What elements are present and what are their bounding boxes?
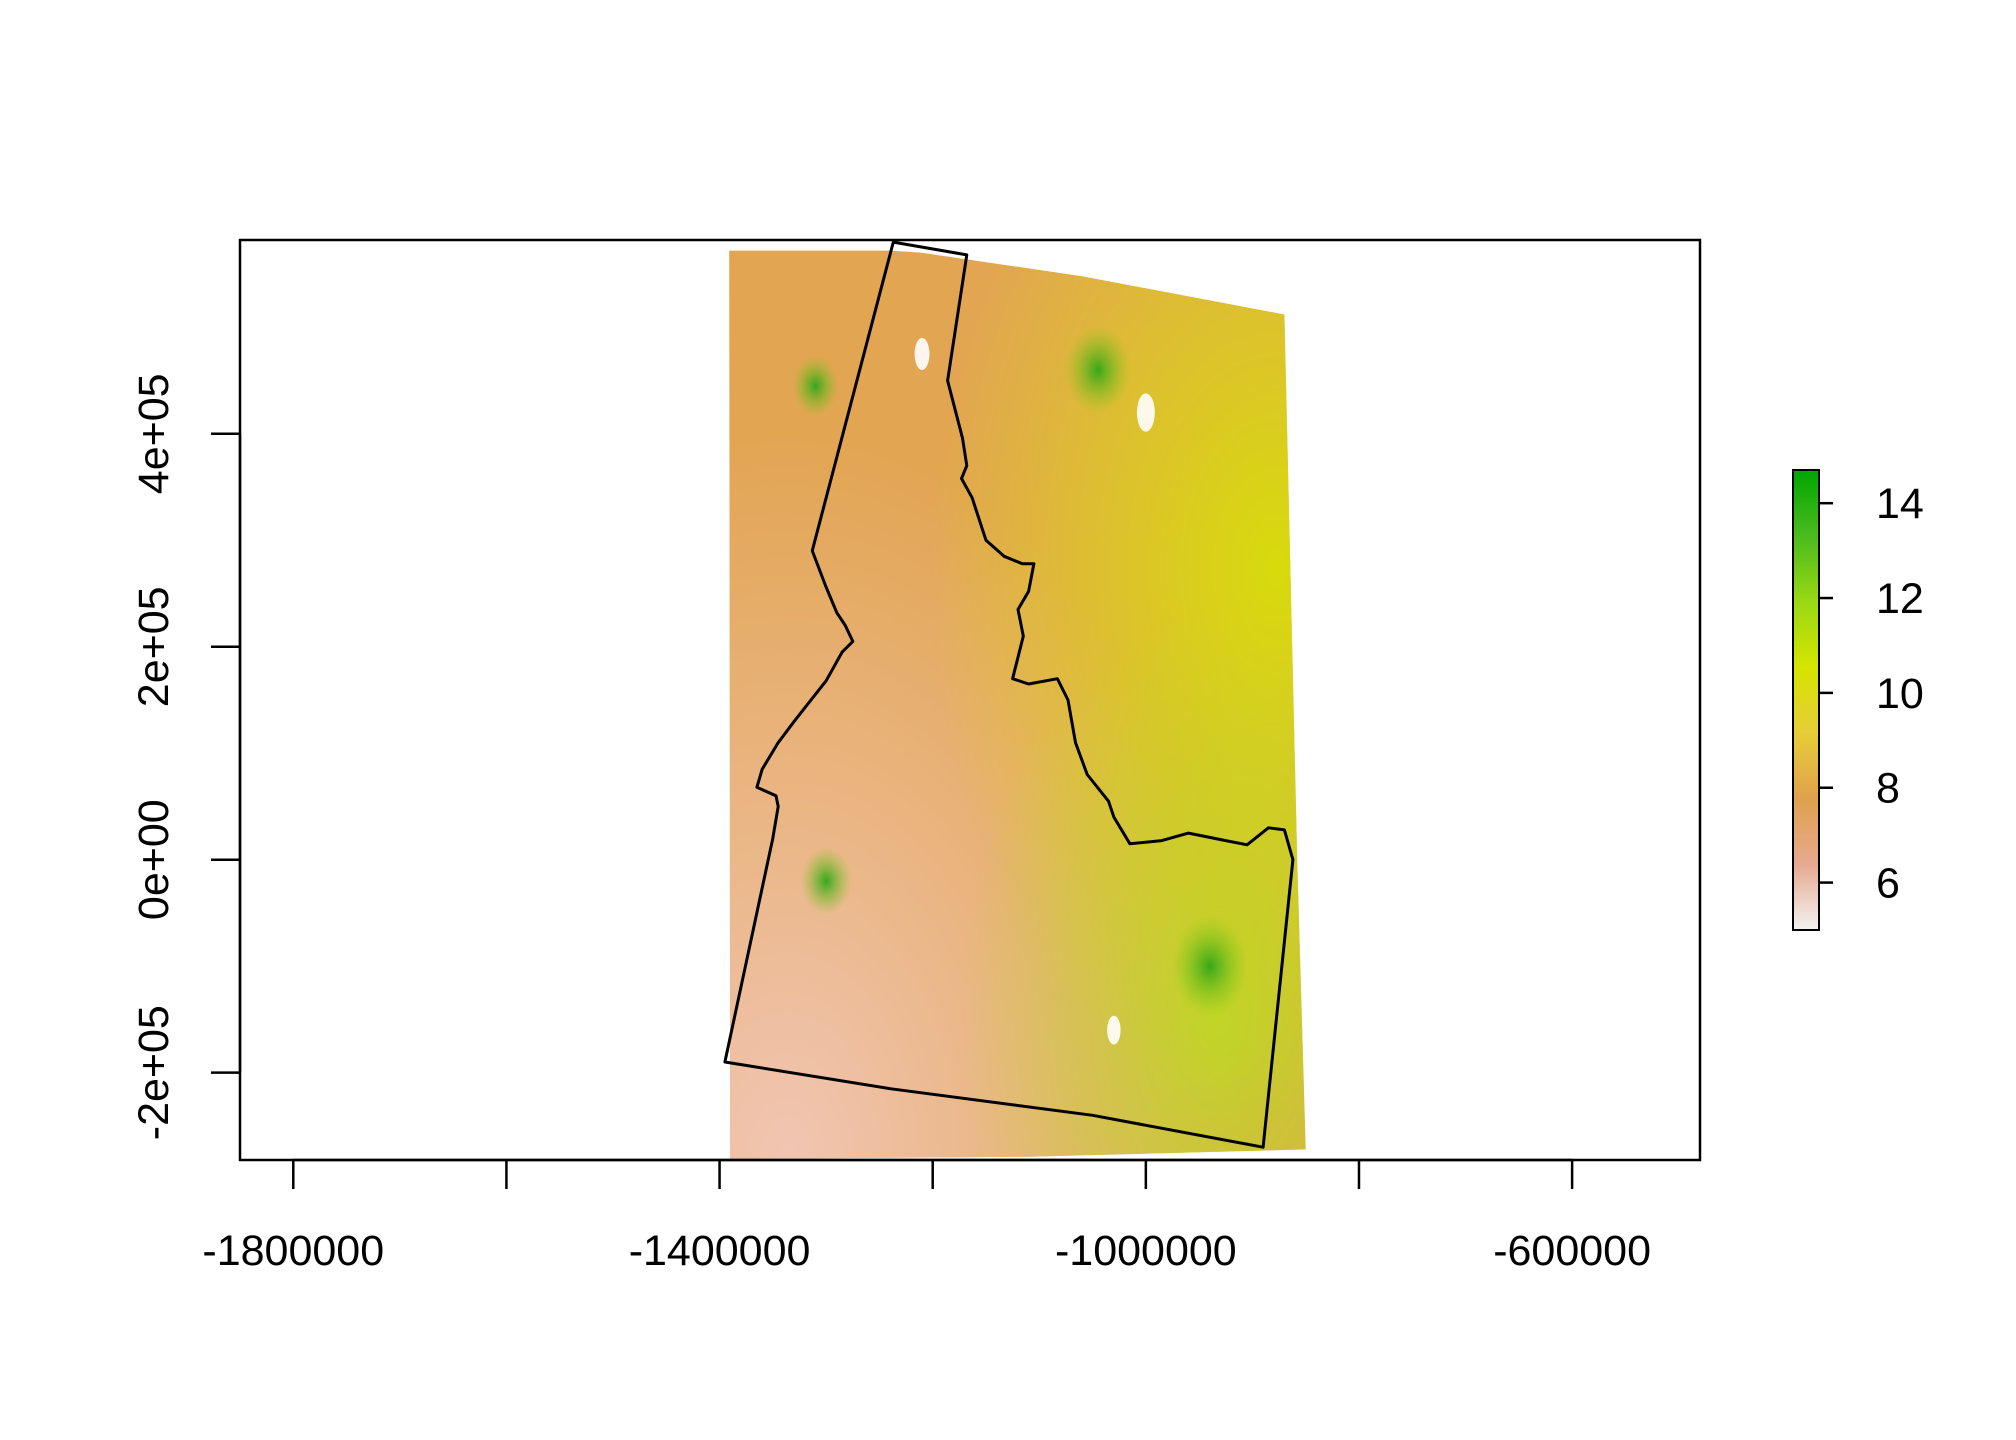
color-legend: 6 8 10 12 14 (1792, 469, 1924, 931)
plot-region (723, 240, 1306, 1159)
legend-tick-label: 6 (1876, 860, 1900, 908)
y-tick-label: 2e+05 (130, 586, 178, 707)
y-tick-label: 0e+00 (130, 799, 178, 920)
x-axis: -1800000 -1400000 -1000000 -600000 (202, 1158, 1651, 1275)
state-boundary-outline (723, 240, 1295, 1149)
light-patch (1107, 1015, 1121, 1045)
legend-tick-label: 14 (1876, 480, 1924, 528)
legend-tick-label: 8 (1876, 765, 1900, 813)
legend-tick-label: 10 (1876, 670, 1924, 718)
raster-patches (792, 325, 1249, 1045)
light-patch (914, 337, 930, 370)
green-patch (1171, 915, 1249, 1018)
raster-shading-southeast (729, 250, 1306, 1159)
x-tick-label: -1400000 (629, 1227, 811, 1275)
light-patch (1136, 393, 1155, 432)
green-patch (792, 355, 839, 417)
legend-ticks: 6 8 10 12 14 (1819, 480, 1924, 908)
legend-color-bar (1792, 469, 1820, 931)
y-axis: -2e+05 0e+00 2e+05 4e+05 (130, 373, 242, 1140)
y-tick-label: -2e+05 (130, 1005, 178, 1140)
green-patch (800, 846, 852, 916)
green-patch (1064, 325, 1132, 415)
y-tick-label: 4e+05 (130, 373, 178, 494)
x-tick-label: -600000 (1493, 1227, 1651, 1275)
x-tick-label: -1800000 (202, 1227, 384, 1275)
legend-tick-label: 12 (1876, 575, 1924, 623)
x-tick-label: -1000000 (1055, 1227, 1237, 1275)
